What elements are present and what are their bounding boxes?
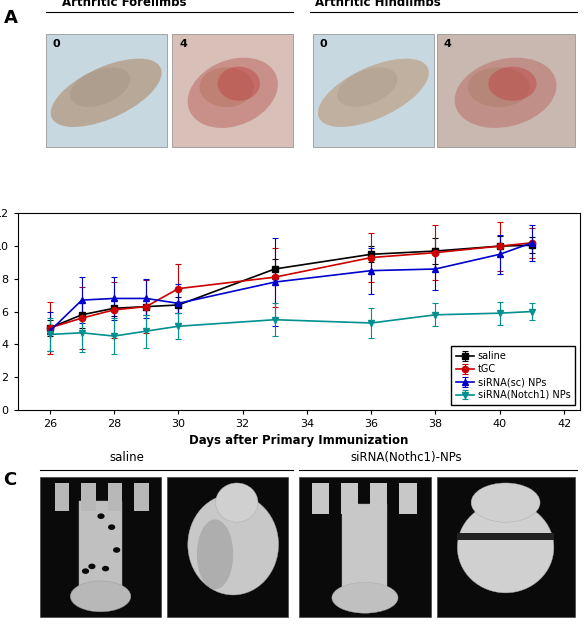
Bar	[342, 504, 387, 606]
Ellipse shape	[197, 519, 233, 589]
Bar	[457, 534, 554, 541]
Bar	[172, 34, 293, 147]
Text: siRNA(Nothc1)-NPs: siRNA(Nothc1)-NPs	[350, 451, 462, 464]
Text: 4: 4	[179, 39, 187, 49]
Legend: saline, tGC, siRNA(sc) NPs, siRNA(Notch1) NPs: saline, tGC, siRNA(sc) NPs, siRNA(Notch1…	[451, 346, 575, 405]
Text: 0: 0	[53, 39, 60, 49]
Bar	[46, 34, 166, 147]
Ellipse shape	[318, 59, 429, 127]
Ellipse shape	[82, 568, 89, 574]
Text: Arthritic Forelimbs: Arthritic Forelimbs	[62, 0, 187, 9]
Ellipse shape	[457, 502, 554, 593]
Text: 4: 4	[444, 39, 451, 49]
Ellipse shape	[455, 58, 557, 128]
Bar	[166, 477, 288, 617]
Bar	[313, 34, 434, 147]
Ellipse shape	[332, 582, 398, 613]
Ellipse shape	[188, 58, 278, 128]
Bar	[399, 483, 417, 514]
Ellipse shape	[217, 66, 260, 101]
Ellipse shape	[70, 68, 130, 107]
Ellipse shape	[70, 581, 131, 611]
Bar	[108, 483, 122, 511]
Text: A: A	[4, 9, 18, 27]
Ellipse shape	[108, 524, 115, 530]
Ellipse shape	[216, 483, 258, 522]
Ellipse shape	[51, 59, 162, 127]
Ellipse shape	[102, 566, 109, 572]
Ellipse shape	[88, 563, 96, 569]
Ellipse shape	[199, 67, 254, 107]
Text: C: C	[4, 472, 17, 489]
Bar	[134, 483, 149, 511]
Bar	[437, 34, 574, 147]
Ellipse shape	[338, 68, 397, 107]
Ellipse shape	[113, 547, 120, 553]
Text: saline: saline	[110, 451, 145, 464]
Bar	[79, 501, 122, 606]
Bar	[437, 477, 574, 617]
Bar	[312, 483, 329, 514]
Text: 0: 0	[320, 39, 328, 49]
Bar	[40, 477, 161, 617]
Ellipse shape	[488, 66, 537, 101]
Ellipse shape	[471, 483, 540, 522]
Ellipse shape	[188, 494, 278, 595]
Ellipse shape	[97, 513, 105, 519]
Bar	[299, 477, 431, 617]
Ellipse shape	[468, 67, 530, 107]
Bar	[54, 483, 69, 511]
Bar	[370, 483, 387, 514]
Bar	[341, 483, 359, 514]
X-axis label: Days after Primary Immunization: Days after Primary Immunization	[189, 434, 408, 448]
Text: Arthritic Hindlimbs: Arthritic Hindlimbs	[315, 0, 441, 9]
Bar	[81, 483, 96, 511]
